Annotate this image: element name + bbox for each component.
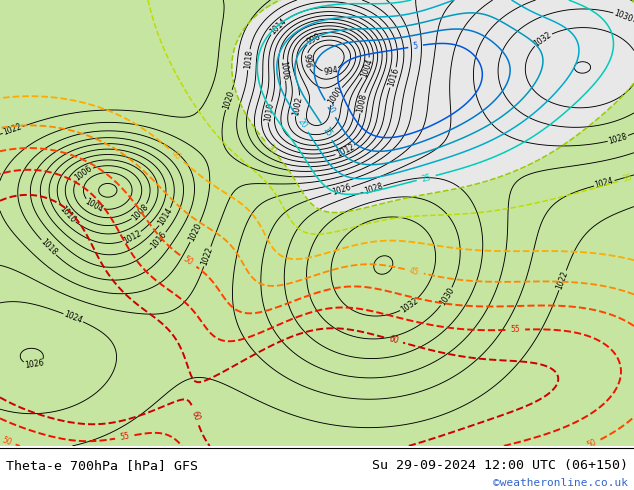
Text: 50: 50 [585, 438, 598, 450]
Text: 5: 5 [413, 41, 418, 51]
Text: 15: 15 [320, 125, 333, 138]
Text: 996: 996 [302, 53, 313, 69]
Text: 1014: 1014 [157, 206, 174, 227]
Text: 1012: 1012 [122, 229, 143, 245]
Text: 1022: 1022 [555, 270, 570, 291]
Text: 1026: 1026 [331, 183, 352, 197]
Text: 1010: 1010 [58, 204, 77, 225]
Text: 1012: 1012 [335, 142, 356, 159]
Text: 35: 35 [622, 173, 633, 184]
Text: 1018: 1018 [243, 49, 254, 70]
Text: 1024: 1024 [594, 176, 615, 190]
Text: 20: 20 [296, 117, 309, 130]
Text: 40: 40 [170, 148, 183, 162]
Text: 1030: 1030 [612, 9, 634, 24]
Text: 1016: 1016 [150, 230, 169, 250]
Text: 10: 10 [324, 102, 337, 115]
Text: 45: 45 [408, 266, 420, 277]
Text: 1020: 1020 [221, 89, 236, 110]
Text: 1014: 1014 [268, 16, 288, 36]
Text: 994: 994 [323, 66, 339, 77]
Text: Su 29-09-2024 12:00 UTC (06+150): Su 29-09-2024 12:00 UTC (06+150) [372, 459, 628, 472]
Text: 1002: 1002 [291, 96, 304, 116]
Text: 1032: 1032 [533, 30, 553, 49]
Text: 1008: 1008 [130, 202, 150, 222]
Text: 998: 998 [306, 32, 322, 47]
Text: Theta-e 700hPa [hPa] GFS: Theta-e 700hPa [hPa] GFS [6, 459, 198, 472]
Text: 25: 25 [420, 172, 432, 183]
Text: 1022: 1022 [2, 122, 23, 137]
Text: ©weatheronline.co.uk: ©weatheronline.co.uk [493, 478, 628, 488]
Text: 1006: 1006 [278, 60, 290, 80]
Text: 60: 60 [387, 334, 399, 345]
Text: 1004: 1004 [359, 57, 374, 78]
Text: 1024: 1024 [63, 310, 84, 325]
Text: 1018: 1018 [39, 238, 58, 258]
Text: 1030: 1030 [438, 286, 456, 307]
Text: 1000: 1000 [326, 85, 344, 106]
Text: 1028: 1028 [607, 132, 628, 146]
Text: 55: 55 [119, 432, 131, 442]
Text: 50: 50 [182, 254, 195, 268]
Text: 1022: 1022 [200, 246, 215, 267]
Text: 60: 60 [190, 410, 202, 422]
Text: 1010: 1010 [263, 101, 275, 122]
Text: 1028: 1028 [363, 182, 384, 196]
Text: 50: 50 [0, 435, 13, 447]
Text: 1026: 1026 [23, 358, 44, 370]
Text: 1020: 1020 [186, 222, 204, 243]
Text: 30: 30 [265, 142, 278, 155]
Text: 1004: 1004 [84, 197, 105, 215]
Text: 1008: 1008 [355, 93, 368, 113]
Text: 1016: 1016 [386, 67, 400, 88]
Text: 1006: 1006 [73, 164, 94, 182]
Text: 55: 55 [510, 325, 521, 334]
Text: 1032: 1032 [399, 296, 420, 315]
